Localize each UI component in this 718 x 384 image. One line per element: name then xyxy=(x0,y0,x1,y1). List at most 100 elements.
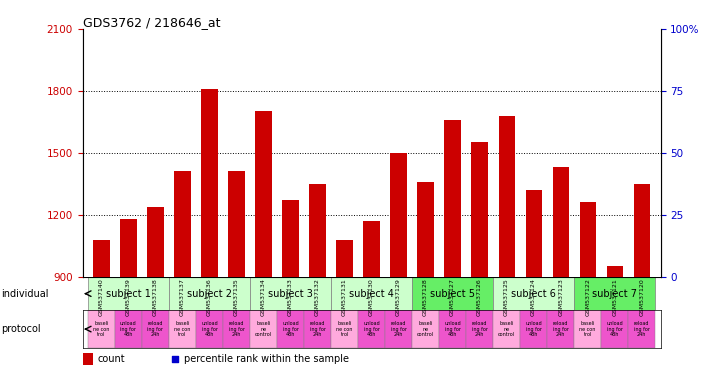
Text: GSM537133: GSM537133 xyxy=(288,278,293,316)
Bar xyxy=(579,202,596,277)
Text: GSM537126: GSM537126 xyxy=(477,278,482,316)
Text: unload
ing for
48h: unload ing for 48h xyxy=(282,321,299,338)
Text: GSM537128: GSM537128 xyxy=(423,278,428,316)
Bar xyxy=(628,311,655,348)
Bar xyxy=(83,353,93,365)
Bar xyxy=(331,277,412,311)
Text: GSM537127: GSM537127 xyxy=(450,278,455,316)
Point xyxy=(582,68,593,74)
Point xyxy=(204,56,215,62)
Text: GSM537124: GSM537124 xyxy=(531,278,536,316)
Text: baseli
ne con
trol: baseli ne con trol xyxy=(93,321,110,338)
Text: baseli
ne con
trol: baseli ne con trol xyxy=(579,321,596,338)
Bar xyxy=(633,184,650,277)
Point xyxy=(312,68,323,74)
Text: GSM537138: GSM537138 xyxy=(153,278,158,316)
Point xyxy=(169,356,181,362)
Bar xyxy=(547,311,574,348)
Text: reload
ing for
24h: reload ing for 24h xyxy=(147,321,164,338)
Bar xyxy=(412,277,493,311)
Point xyxy=(285,65,297,71)
Text: baseli
ne con
trol: baseli ne con trol xyxy=(174,321,191,338)
Text: GSM537123: GSM537123 xyxy=(558,278,563,316)
Bar xyxy=(88,311,115,348)
Point xyxy=(609,75,620,81)
Bar xyxy=(358,311,385,348)
Point xyxy=(258,60,269,66)
Text: reload
ing for
24h: reload ing for 24h xyxy=(472,321,488,338)
Text: baseli
ne con
trol: baseli ne con trol xyxy=(336,321,353,338)
Text: reload
ing for
24h: reload ing for 24h xyxy=(309,321,325,338)
Text: individual: individual xyxy=(1,289,49,299)
Bar xyxy=(228,171,245,277)
Text: reload
ing for
24h: reload ing for 24h xyxy=(634,321,650,338)
Bar xyxy=(142,311,169,348)
Bar xyxy=(282,200,299,277)
Text: reload
ing for
24h: reload ing for 24h xyxy=(553,321,569,338)
Bar xyxy=(444,120,461,277)
Point xyxy=(528,65,539,71)
Bar xyxy=(391,153,406,277)
Text: baseli
ne
control: baseli ne control xyxy=(255,321,272,338)
Bar xyxy=(202,89,218,277)
Text: GSM537135: GSM537135 xyxy=(234,278,239,316)
Bar xyxy=(553,167,569,277)
Bar xyxy=(115,311,142,348)
Text: GSM537130: GSM537130 xyxy=(369,278,374,316)
Bar xyxy=(147,207,164,277)
Text: GSM537122: GSM537122 xyxy=(585,278,590,316)
Bar xyxy=(250,277,331,311)
Point xyxy=(177,63,188,69)
Bar xyxy=(250,311,277,348)
Text: subject 7: subject 7 xyxy=(592,289,637,299)
Point xyxy=(95,75,107,81)
Text: unload
ing for
48h: unload ing for 48h xyxy=(444,321,461,338)
Bar xyxy=(277,311,304,348)
Text: reload
ing for
24h: reload ing for 24h xyxy=(228,321,245,338)
Bar xyxy=(574,277,655,311)
Text: baseli
ne
control: baseli ne control xyxy=(498,321,516,338)
Text: subject 6: subject 6 xyxy=(511,289,556,299)
Bar xyxy=(88,277,169,311)
Bar xyxy=(169,277,250,311)
Bar xyxy=(309,184,326,277)
Text: GSM537132: GSM537132 xyxy=(315,278,320,316)
Bar xyxy=(412,311,439,348)
Text: GSM537136: GSM537136 xyxy=(207,278,212,316)
Text: reload
ing for
24h: reload ing for 24h xyxy=(391,321,406,338)
Text: subject 4: subject 4 xyxy=(349,289,394,299)
Bar xyxy=(121,219,136,277)
Text: GSM537139: GSM537139 xyxy=(126,278,131,316)
Point xyxy=(150,68,162,74)
Text: GSM537121: GSM537121 xyxy=(612,278,617,316)
Text: GSM537137: GSM537137 xyxy=(180,278,185,316)
Bar xyxy=(439,311,466,348)
Point xyxy=(447,60,458,66)
Bar xyxy=(169,311,196,348)
Text: unload
ing for
48h: unload ing for 48h xyxy=(526,321,542,338)
Text: subject 1: subject 1 xyxy=(106,289,151,299)
Point xyxy=(393,65,404,71)
Bar xyxy=(174,171,190,277)
Text: protocol: protocol xyxy=(1,324,41,334)
Bar xyxy=(337,240,353,277)
Point xyxy=(501,60,513,66)
Bar xyxy=(196,311,223,348)
Text: GSM537140: GSM537140 xyxy=(99,278,104,316)
Point xyxy=(339,75,350,81)
Bar xyxy=(601,311,628,348)
Bar xyxy=(607,266,623,277)
Bar xyxy=(520,311,547,348)
Point xyxy=(230,60,242,66)
Point xyxy=(474,63,485,69)
Bar xyxy=(304,311,331,348)
Bar xyxy=(331,311,358,348)
Bar xyxy=(466,311,493,348)
Bar xyxy=(498,116,515,277)
Text: unload
ing for
48h: unload ing for 48h xyxy=(201,321,218,338)
Text: unload
ing for
48h: unload ing for 48h xyxy=(363,321,380,338)
Text: GDS3762 / 218646_at: GDS3762 / 218646_at xyxy=(83,16,220,29)
Text: GSM537131: GSM537131 xyxy=(342,278,347,316)
Point xyxy=(123,68,134,74)
Bar xyxy=(93,240,110,277)
